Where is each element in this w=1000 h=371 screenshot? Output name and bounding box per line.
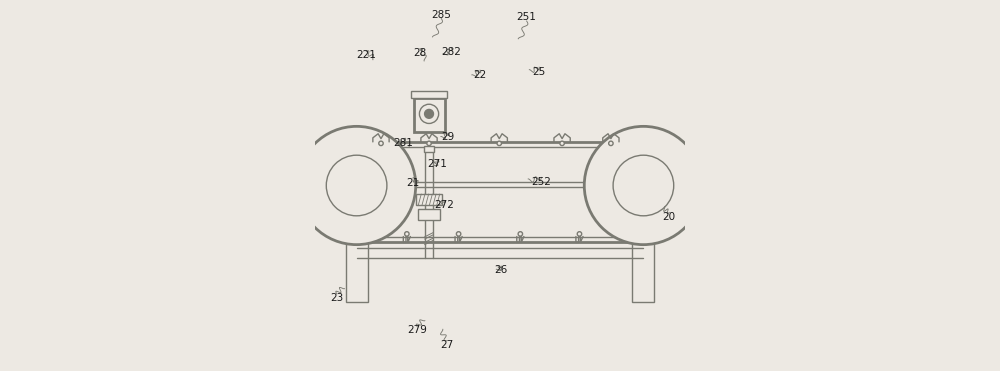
Text: 279: 279 xyxy=(407,325,427,335)
Text: 282: 282 xyxy=(441,47,461,57)
Circle shape xyxy=(379,141,383,145)
Circle shape xyxy=(456,232,461,236)
Bar xyxy=(424,146,434,152)
Text: 281: 281 xyxy=(393,138,413,148)
Bar xyxy=(418,209,440,220)
Circle shape xyxy=(584,127,703,244)
Circle shape xyxy=(613,155,674,216)
Text: 20: 20 xyxy=(663,212,676,222)
Circle shape xyxy=(609,141,613,145)
Text: 27: 27 xyxy=(440,340,453,350)
Text: 272: 272 xyxy=(434,200,454,210)
Circle shape xyxy=(405,232,409,236)
Text: 21: 21 xyxy=(406,178,419,188)
Bar xyxy=(632,182,654,302)
Text: 251: 251 xyxy=(517,12,537,22)
Text: 22: 22 xyxy=(473,70,487,80)
Circle shape xyxy=(419,104,439,124)
Text: 23: 23 xyxy=(330,293,343,303)
Circle shape xyxy=(427,141,431,145)
Circle shape xyxy=(425,109,433,118)
Text: 221: 221 xyxy=(356,50,376,60)
Text: 28: 28 xyxy=(413,48,426,58)
Circle shape xyxy=(326,155,387,216)
Bar xyxy=(411,91,447,98)
Text: 29: 29 xyxy=(442,132,455,142)
Bar xyxy=(346,182,368,302)
Text: 26: 26 xyxy=(494,265,508,275)
Text: 285: 285 xyxy=(431,10,451,20)
Text: 252: 252 xyxy=(531,177,551,187)
Circle shape xyxy=(705,180,709,185)
Text: 271: 271 xyxy=(427,159,447,169)
Circle shape xyxy=(560,141,564,145)
Circle shape xyxy=(577,232,582,236)
Bar xyxy=(416,194,442,205)
Circle shape xyxy=(497,141,501,145)
Circle shape xyxy=(518,232,523,236)
Text: 25: 25 xyxy=(533,67,546,77)
Circle shape xyxy=(297,127,416,244)
Circle shape xyxy=(291,167,295,172)
Bar xyxy=(414,98,445,132)
